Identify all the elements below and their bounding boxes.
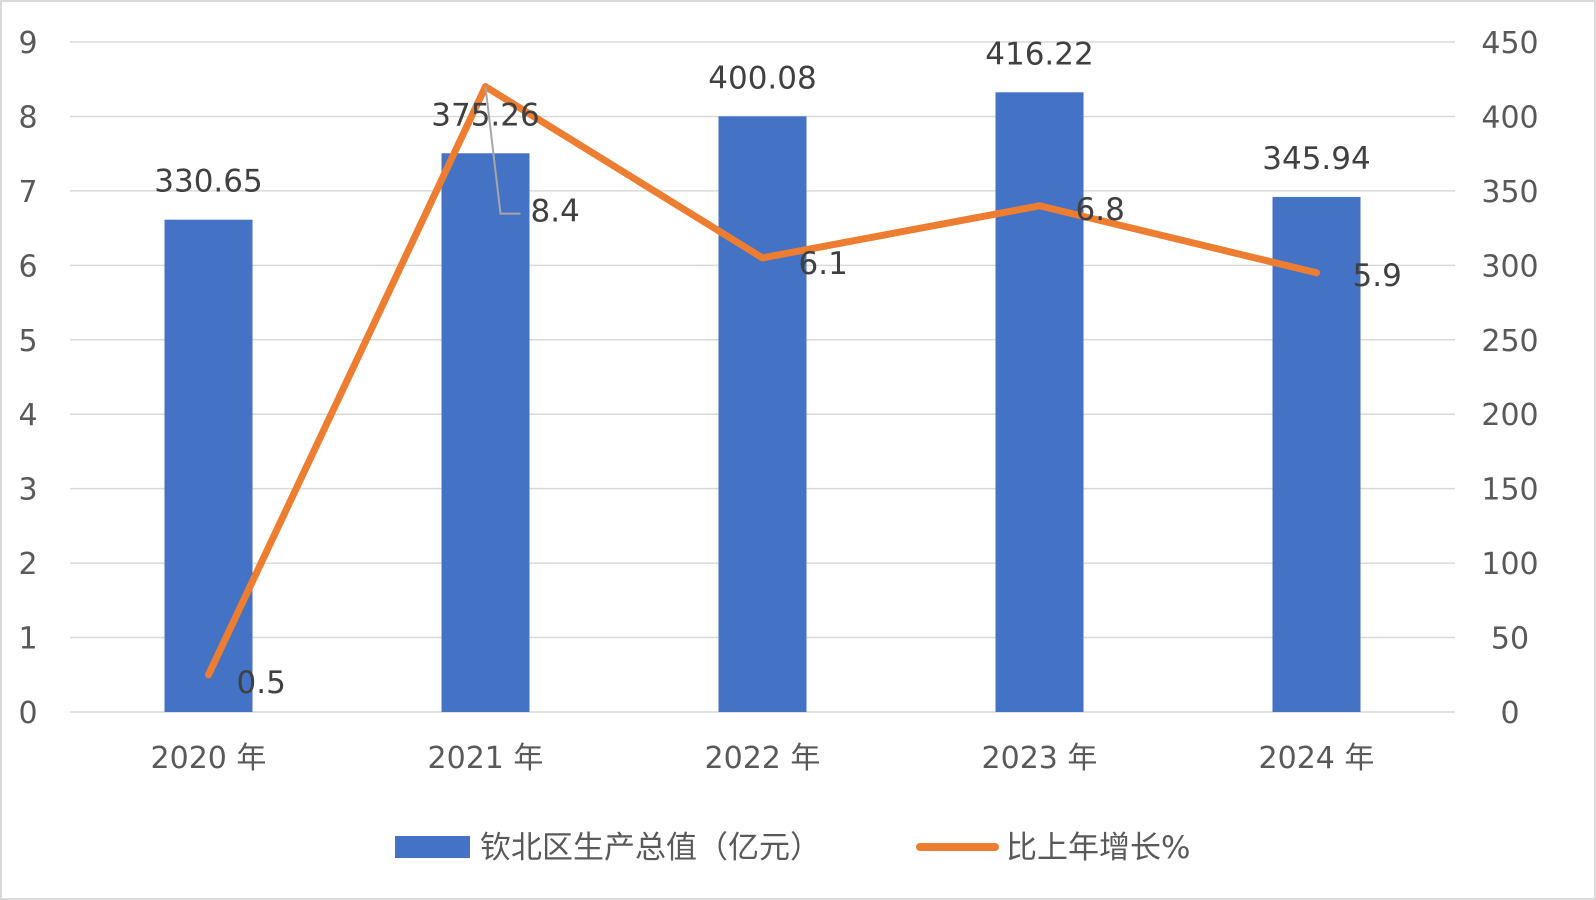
data-labels: 330.65 375.26 400.08 416.22 345.94 0.5 8.4 6.1 6… (154, 36, 1402, 700)
line-value-label: 6.8 (1076, 192, 1125, 228)
left-axis-tick-label: 9 (18, 26, 37, 61)
right-axis-tick-label: 0 (1500, 696, 1519, 731)
line-value-label: 5.9 (1353, 258, 1402, 294)
bar[interactable] (164, 219, 253, 712)
right-axis-tick-label: 300 (1481, 249, 1538, 284)
right-axis-tick-label: 350 (1481, 175, 1538, 210)
legend-label-line: 比上年增长% (1006, 830, 1190, 866)
bar[interactable] (995, 92, 1084, 712)
right-axis-tick-label: 200 (1481, 398, 1538, 433)
x-axis-category-label: 2022 年 (705, 741, 821, 776)
left-axis-tick-label: 7 (18, 175, 37, 210)
left-axis-tick-label: 1 (18, 622, 37, 657)
line-value-label: 8.4 (531, 194, 580, 230)
x-axis-category-label: 2023 年 (982, 741, 1098, 776)
left-axis-tick-label: 8 (18, 100, 37, 135)
right-axis-tick-label: 150 (1481, 473, 1538, 508)
bar-value-label: 345.94 (1262, 141, 1370, 177)
line-point[interactable] (759, 254, 766, 262)
right-axis-tick-label: 100 (1481, 547, 1538, 582)
bar[interactable] (1272, 196, 1361, 712)
right-axis-tick-label: 50 (1491, 622, 1529, 657)
line-value-label: 6.1 (799, 246, 848, 282)
bar-value-label: 400.08 (708, 60, 816, 96)
label-leader-line (484, 86, 521, 215)
line-point[interactable] (1313, 269, 1320, 277)
x-axis-category-label: 2024 年 (1259, 741, 1375, 776)
left-axis-tick-label: 0 (18, 696, 37, 731)
legend-label-bar: 钦北区生产总值（亿元） (480, 830, 821, 866)
bar[interactable] (441, 153, 530, 713)
right-axis-tick-label: 250 (1481, 324, 1538, 359)
left-axis-tick-label: 4 (18, 398, 37, 433)
x-axis-category-label: 2020 年 (151, 741, 267, 776)
line-point[interactable] (205, 671, 212, 679)
left-axis-tick-label: 2 (18, 547, 37, 582)
bar-series (164, 92, 1361, 713)
left-axis-tick-label: 5 (18, 324, 37, 359)
right-axis-tick-label: 400 (1481, 100, 1538, 135)
right-axis-tick-label: 450 (1481, 26, 1538, 61)
bar-value-label: 416.22 (985, 36, 1093, 72)
line-point[interactable] (1036, 202, 1043, 210)
x-axis-category-label: 2021 年 (428, 741, 544, 776)
bar-value-label: 330.65 (154, 164, 262, 200)
legend-swatch-bar (395, 836, 470, 858)
bar[interactable] (718, 116, 807, 713)
line-value-label: 0.5 (237, 665, 286, 701)
left-axis-tick-label: 6 (18, 249, 37, 284)
legend[interactable]: 钦北区生产总值（亿元） 比上年增长% (395, 830, 1190, 866)
left-axis-tick-label: 3 (18, 473, 37, 508)
bar-value-label: 375.26 (431, 97, 539, 133)
